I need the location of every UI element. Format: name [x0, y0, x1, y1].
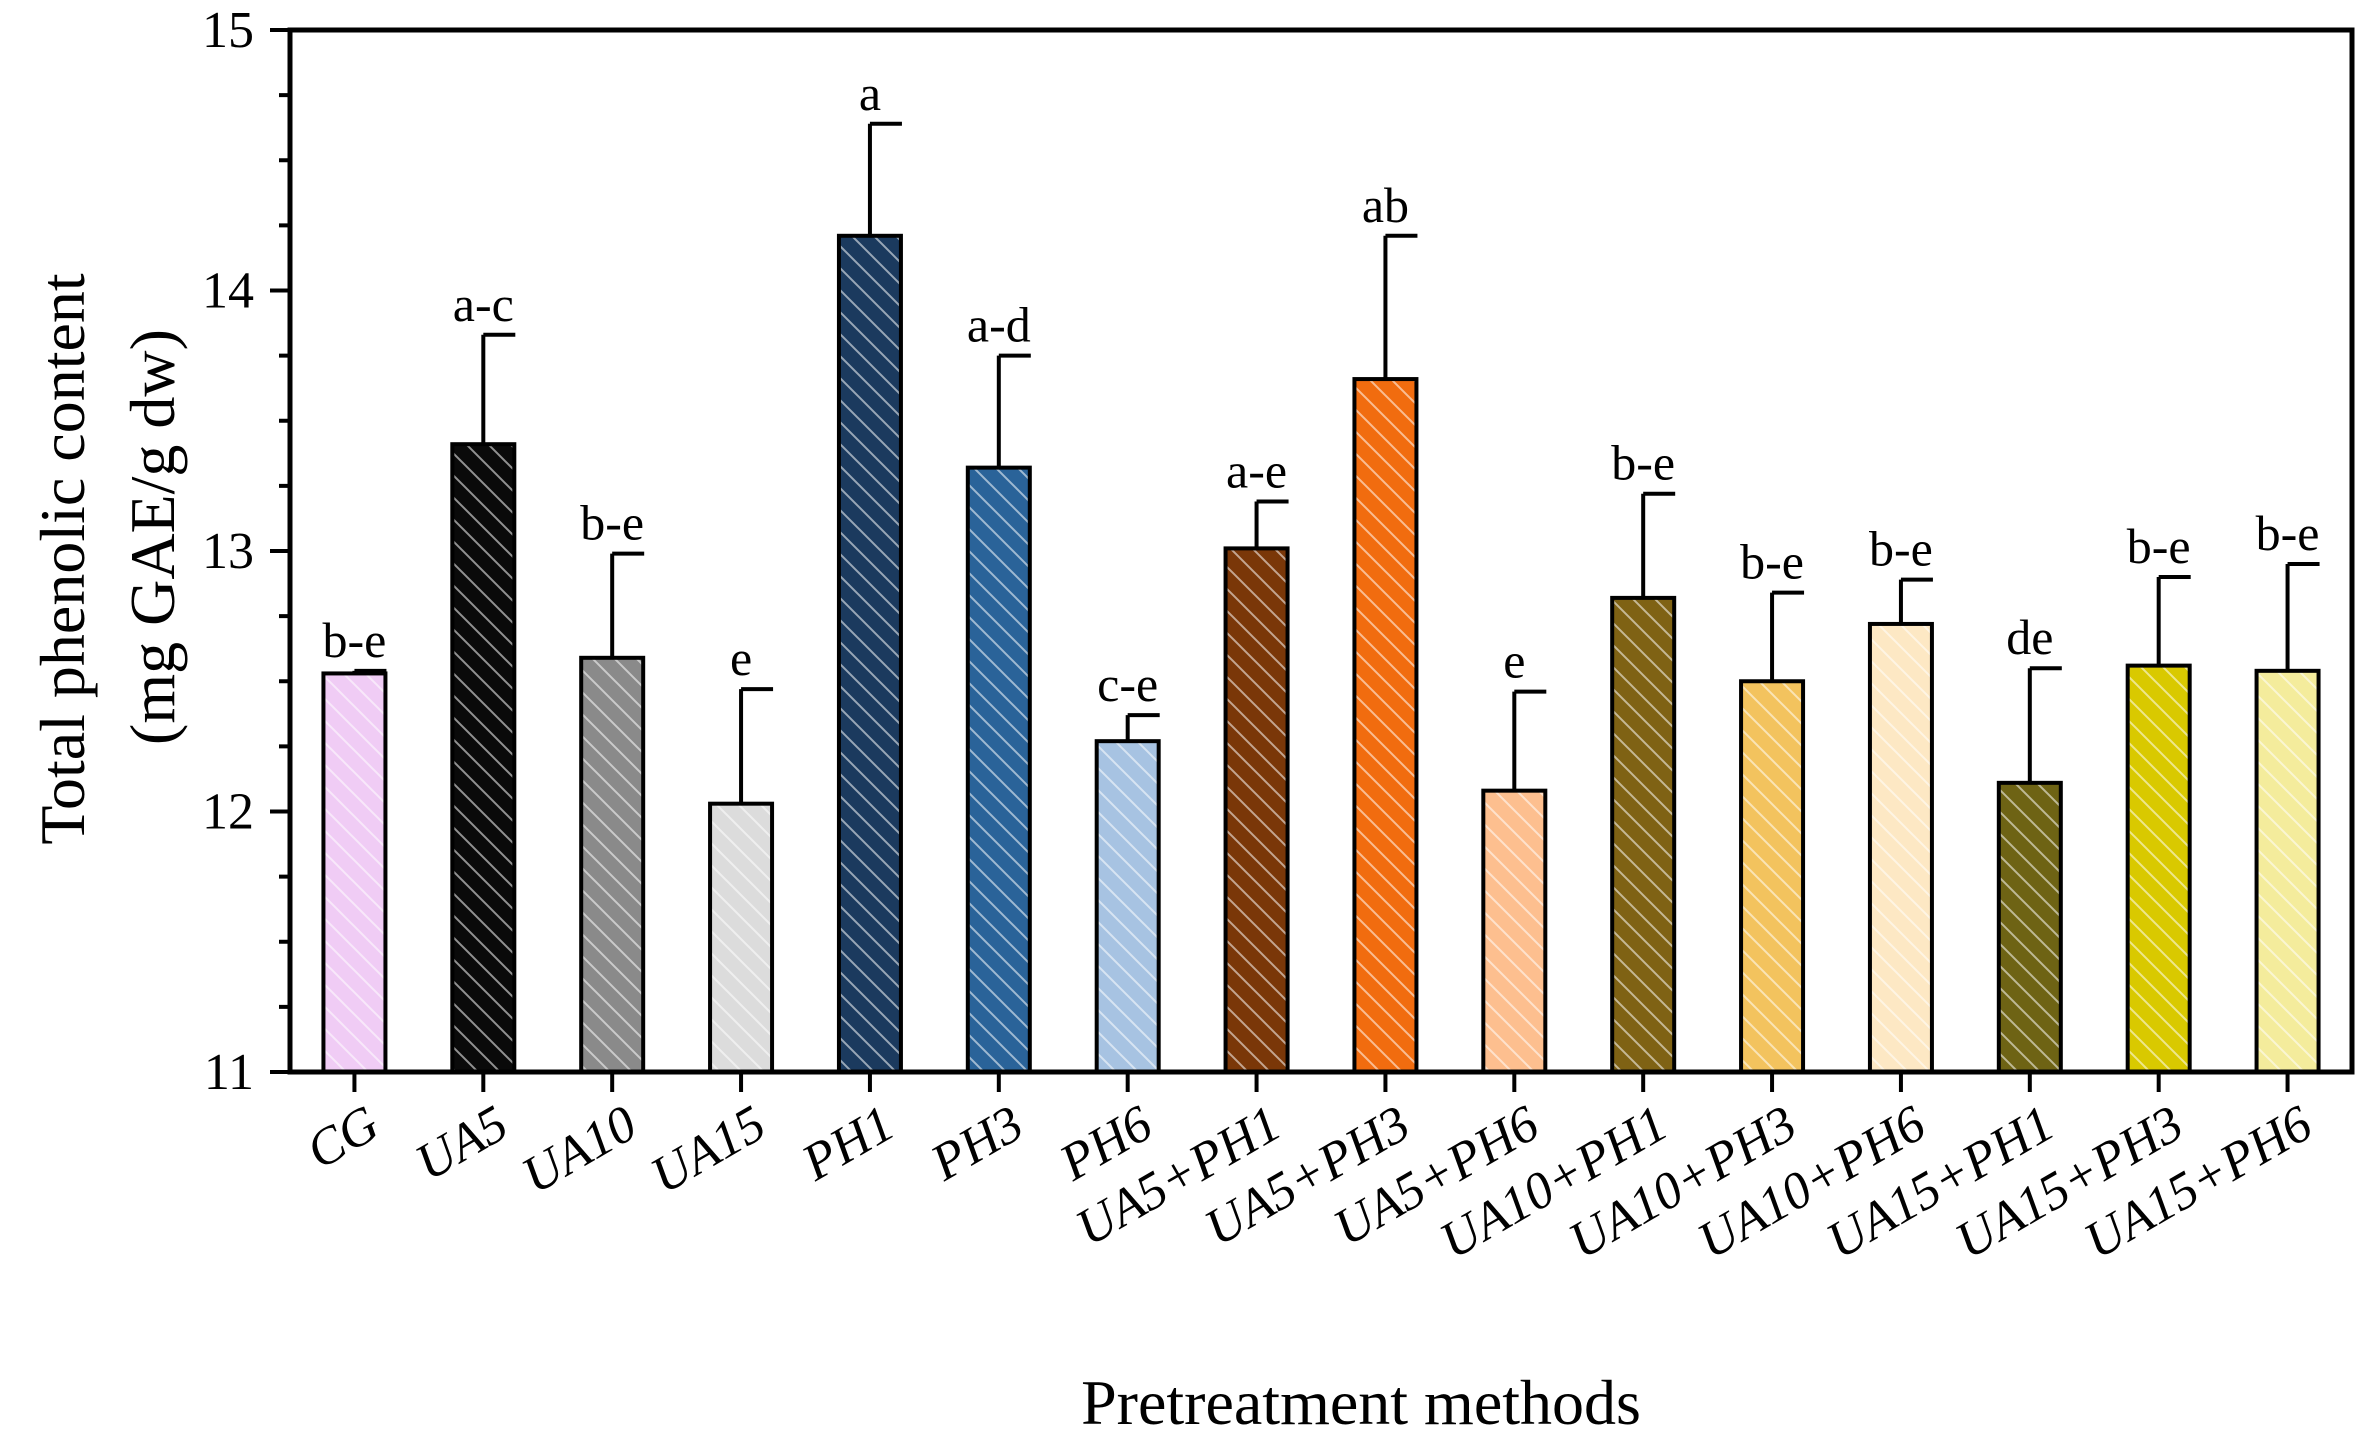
bar-group: b-e — [1610, 435, 1677, 1074]
significance-label: ab — [1362, 177, 1409, 233]
y-tick-label: 12 — [202, 784, 254, 841]
y-tick-label: 11 — [204, 1044, 254, 1101]
significance-label: a-d — [967, 297, 1031, 353]
significance-label: b-e — [1869, 521, 1933, 577]
bar-group: b-e — [321, 612, 388, 1074]
bar-outline — [965, 465, 1032, 1074]
y-axis: 11 12 13 14 15 — [202, 2, 290, 1101]
y-tick-label: 15 — [202, 2, 254, 59]
bar-outline — [1352, 377, 1419, 1074]
bar-outline — [1610, 595, 1677, 1074]
bar-outline — [1223, 546, 1290, 1074]
significance-label: e — [730, 630, 752, 686]
x-tick-label: UA15 — [641, 1095, 775, 1205]
bar-group: b-e — [2125, 518, 2192, 1074]
significance-label: c-e — [1097, 656, 1158, 712]
bar-outline — [2254, 668, 2321, 1075]
significance-label: a-e — [1226, 443, 1287, 499]
y-tick-label: 14 — [202, 263, 254, 320]
bar-group: b-e — [1867, 521, 1934, 1074]
significance-label: a-c — [453, 276, 514, 332]
bar-outline — [836, 233, 903, 1075]
bar-group: b-e — [2254, 505, 2321, 1075]
x-tick-label: PH1 — [792, 1095, 904, 1193]
bar-group: de — [1996, 609, 2063, 1074]
significance-label: b-e — [2127, 518, 2191, 574]
bar-group: e — [708, 630, 775, 1074]
significance-label: b-e — [323, 612, 387, 668]
bar-outline — [1739, 679, 1806, 1074]
y-axis-title-line1: Total phenolic content — [27, 273, 98, 845]
bar-group: b-e — [1739, 534, 1806, 1074]
significance-label: de — [2006, 609, 2053, 665]
bar-group: e — [1481, 633, 1548, 1074]
x-tick-label: UA5 — [406, 1095, 517, 1192]
significance-label: e — [1503, 633, 1525, 689]
bar-outline — [1094, 739, 1161, 1074]
plot-area: b-e a-c b-e e a a-d c-e a-e ab e b-e b-e b-e de b-e b-e — [321, 65, 2321, 1075]
x-tick-label: UA10 — [513, 1095, 647, 1205]
bar-outline — [321, 671, 388, 1074]
significance-label: a — [859, 65, 881, 121]
bar-group: ab — [1352, 177, 1419, 1074]
significance-label: b-e — [2256, 505, 2320, 561]
bar-group: a-e — [1223, 443, 1290, 1074]
bar-group: b-e — [579, 495, 646, 1074]
significance-label: b-e — [1611, 435, 1675, 491]
x-tick-label: CG — [297, 1095, 388, 1180]
significance-label: b-e — [1740, 534, 1804, 590]
bar-outline — [1867, 621, 1934, 1074]
x-tick-label: PH3 — [921, 1095, 1033, 1193]
bar-outline — [2125, 663, 2192, 1074]
y-tick-label: 13 — [202, 523, 254, 580]
bar-outline — [1481, 788, 1548, 1074]
bar-group: a-d — [965, 297, 1032, 1074]
y-axis-title: Total phenolic content (mg GAE/g dw) — [27, 273, 188, 845]
bar-group: a — [836, 65, 903, 1075]
x-axis-title: Pretreatment methods — [1081, 1367, 1641, 1438]
bar-outline — [1996, 780, 2063, 1074]
bar-outline — [708, 801, 775, 1074]
bar-group: c-e — [1094, 656, 1161, 1074]
significance-label: b-e — [580, 495, 644, 551]
bar-outline — [579, 655, 646, 1074]
bar-group: a-c — [450, 276, 517, 1074]
bar-outline — [450, 442, 517, 1074]
y-axis-title-line2: (mg GAE/g dw) — [117, 329, 188, 745]
